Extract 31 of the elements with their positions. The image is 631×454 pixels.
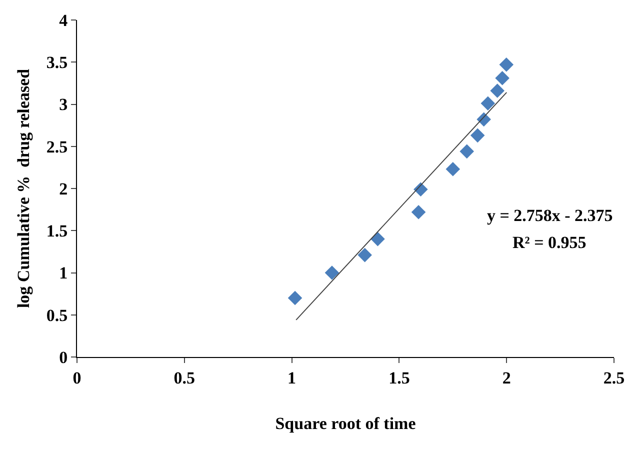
point	[490, 84, 505, 98]
y-tick-label: 1.5	[46, 222, 68, 241]
x-tick-label: 0	[72, 368, 82, 388]
x-tick-label: 2	[502, 368, 511, 388]
point	[358, 248, 372, 262]
point	[324, 266, 340, 280]
y-tick-label: 4	[59, 10, 68, 30]
point	[411, 204, 426, 220]
x-tick-label: 2.5	[603, 368, 625, 388]
y-tick-label: 2.5	[46, 137, 68, 156]
y-tick-label: 0	[59, 348, 68, 367]
point	[460, 144, 474, 159]
point	[446, 162, 460, 176]
point	[370, 232, 385, 246]
annotation: R² = 0.955	[512, 233, 586, 252]
y-tick-label: 3.5	[46, 53, 68, 72]
y-tick-label: 1	[59, 264, 68, 283]
point	[495, 70, 510, 86]
y-axis-title: log Cumulative % drug released	[14, 68, 33, 308]
point	[499, 58, 514, 72]
point	[288, 290, 302, 306]
point	[470, 128, 485, 143]
x-tick-label: 1	[288, 368, 296, 388]
x-tick-label: 1.5	[388, 368, 410, 388]
y-tick-label: 0.5	[46, 306, 68, 325]
point	[480, 96, 496, 111]
annotation: y = 2.758x - 2.375	[486, 206, 613, 225]
y-tick-label: 3	[59, 95, 68, 114]
y-tick-label: 2	[59, 179, 68, 198]
x-axis-title: Square root of time	[275, 414, 416, 433]
x-tick-label: 0.5	[174, 368, 196, 388]
